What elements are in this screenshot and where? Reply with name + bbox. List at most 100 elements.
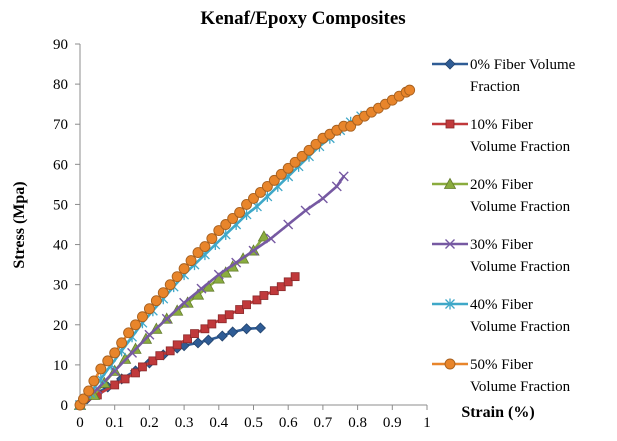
- data-point-diamond: [192, 337, 204, 349]
- data-point-circle: [137, 311, 148, 323]
- y-tick-label: 90: [53, 37, 68, 53]
- data-point-x: [317, 193, 328, 204]
- data-point-x: [283, 219, 294, 230]
- data-point-x: [127, 347, 138, 358]
- legend-label: Volume Fraction: [470, 259, 571, 275]
- legend-swatch-marker: [445, 239, 455, 249]
- legend-label: 0% Fiber Volume: [470, 57, 576, 73]
- data-point-square: [276, 282, 286, 292]
- legend-swatch-marker: [444, 58, 456, 70]
- legend-item: 50% Fiber Volume Fraction: [432, 357, 571, 395]
- data-point-circle: [206, 233, 218, 244]
- data-point-circle: [178, 263, 190, 275]
- data-point-circle: [185, 255, 197, 267]
- data-point-circle: [78, 393, 89, 405]
- legend-item: 40% Fiber Volume Fraction: [432, 297, 571, 335]
- data-point-circle: [199, 241, 211, 253]
- chart-title: Kenaf/Epoxy Composites: [200, 8, 405, 29]
- y-axis-title: Stress (Mpa): [11, 181, 28, 268]
- data-point-square: [235, 305, 245, 314]
- data-point-square: [131, 368, 140, 378]
- y-tick-label: 30: [53, 278, 68, 294]
- data-point-circle: [234, 207, 246, 218]
- data-point-circle: [404, 84, 416, 96]
- data-point-diamond: [240, 323, 253, 335]
- data-point-circle: [164, 279, 176, 291]
- data-point-circle: [220, 219, 232, 230]
- legend-label: 30% Fiber: [470, 237, 533, 253]
- data-point-circle: [123, 327, 135, 339]
- data-point-circle: [289, 156, 301, 168]
- legend-item: 30% Fiber Volume Fraction: [432, 237, 571, 275]
- legend-swatch-marker: [445, 298, 455, 310]
- legend-item: 20% Fiber Volume Fraction: [432, 177, 571, 215]
- data-point-square: [183, 334, 192, 344]
- data-point-circle: [303, 144, 315, 156]
- data-point-square: [200, 324, 210, 334]
- data-point-circle: [248, 192, 259, 204]
- x-tick-label: 0.6: [279, 415, 298, 431]
- data-point-x: [300, 205, 311, 216]
- data-point-square: [242, 300, 251, 310]
- data-point-diamond: [254, 322, 267, 334]
- data-point-x: [265, 233, 276, 244]
- data-point-square: [120, 374, 130, 384]
- axes: 0 10 20 30 40 50 60 70 80 90 0 0.1 0.2 0.3 0.4 0.5 0.6 0.…: [53, 37, 431, 431]
- data-point-square: [165, 346, 175, 356]
- data-point-diamond: [216, 330, 228, 342]
- series-1: [75, 272, 300, 410]
- series-line: [78, 88, 411, 407]
- data-point-circle: [109, 347, 121, 359]
- legend-swatch-marker: [445, 119, 455, 129]
- legend-label: 50% Fiber: [470, 357, 533, 373]
- legend-swatch-marker: [444, 358, 456, 370]
- data-point-circle: [254, 186, 266, 198]
- legend-item: 0% Fiber Volume Fraction: [432, 57, 576, 95]
- data-point-x: [338, 171, 349, 182]
- x-tick-label: 1: [423, 415, 431, 431]
- data-point-circle: [192, 247, 204, 259]
- data-point-x: [248, 245, 259, 256]
- data-point-circle: [261, 180, 273, 192]
- data-point-square: [259, 291, 269, 300]
- data-point-circle: [345, 120, 357, 132]
- data-point-diamond: [202, 334, 214, 346]
- data-point-square: [138, 362, 147, 372]
- data-point-circle: [268, 174, 280, 186]
- legend-swatch-marker: [443, 177, 457, 189]
- x-tick-label: 0.8: [348, 415, 367, 431]
- data-point-square: [172, 340, 182, 350]
- legend: 0% Fiber Volume Fraction 10% Fiber Volume F…: [432, 57, 576, 395]
- data-point-circle: [171, 271, 183, 283]
- legend-label: Volume Fraction: [470, 199, 571, 215]
- x-tick-label: 0.5: [244, 415, 263, 431]
- data-point-circle: [310, 138, 322, 150]
- data-point-square: [290, 272, 300, 282]
- legend-label: Fraction: [470, 79, 520, 95]
- data-point-circle: [213, 225, 225, 236]
- data-point-circle: [241, 198, 253, 210]
- data-point-circle: [130, 319, 141, 331]
- data-point-circle: [102, 355, 114, 367]
- data-point-square: [224, 310, 234, 320]
- y-tick-label: 50: [53, 197, 68, 213]
- data-point-circle: [116, 337, 128, 349]
- series-layer: [73, 84, 416, 411]
- y-tick-label: 80: [53, 77, 68, 93]
- data-point-circle: [282, 162, 294, 174]
- data-point-square: [207, 319, 217, 329]
- data-point-triangle: [257, 230, 271, 242]
- y-tick-label: 70: [53, 117, 68, 133]
- y-tick-label: 60: [53, 157, 68, 173]
- data-point-square: [148, 356, 158, 366]
- data-point-x: [161, 313, 172, 324]
- legend-label: 10% Fiber: [470, 117, 533, 133]
- data-point-circle: [88, 375, 100, 387]
- data-point-circle: [227, 213, 239, 224]
- x-tick-label: 0.2: [140, 415, 159, 431]
- data-point-square: [252, 295, 262, 305]
- data-point-circle: [95, 363, 107, 375]
- legend-label: Volume Fraction: [470, 379, 571, 395]
